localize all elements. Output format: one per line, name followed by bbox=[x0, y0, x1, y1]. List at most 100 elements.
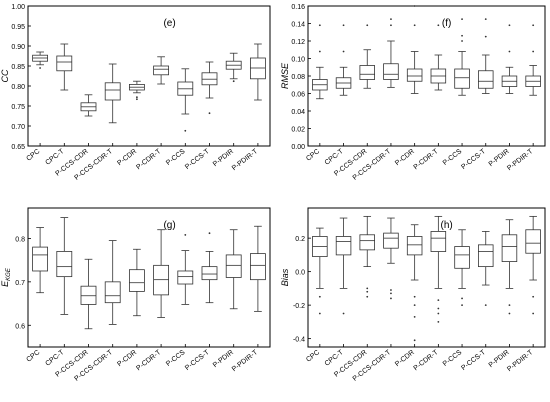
panel-h-outlier bbox=[532, 312, 535, 315]
panel-e-ytick-label: 0.95 bbox=[11, 24, 25, 31]
panel-h-tag: (h) bbox=[441, 220, 453, 231]
panel-h-xtick-label: P-CCS-T bbox=[460, 349, 487, 372]
panel-e-outlier bbox=[232, 80, 235, 83]
panel-f-outlier bbox=[318, 24, 321, 27]
panel-h-box bbox=[454, 246, 470, 269]
panel-h-outlier bbox=[413, 304, 416, 307]
panel-f-outlier bbox=[390, 18, 392, 21]
panel-h-ytick-label: -0.2 bbox=[293, 303, 305, 310]
panel-e-tag: (e) bbox=[163, 18, 175, 29]
panel-g-box bbox=[56, 251, 73, 278]
panel-e-ylabel: CC bbox=[0, 69, 10, 82]
panel-h-xtick-label: P-PDIR-T bbox=[506, 349, 535, 374]
panel-f-ytick-label: 0.04 bbox=[291, 109, 305, 116]
panel-f-xtick-label: P-CDR bbox=[394, 148, 416, 167]
panel-f-xtick-label: P-CCS-T bbox=[460, 148, 487, 171]
panel-h-outlier bbox=[318, 295, 321, 298]
panel-h-outlier bbox=[413, 295, 416, 298]
panel-f-box bbox=[454, 68, 470, 89]
panel-h-outlier bbox=[390, 297, 392, 300]
panel-f-outlier bbox=[413, 5, 416, 7]
panel-f-xtick-label: CPC-T bbox=[324, 148, 346, 167]
panel-f-box bbox=[406, 68, 423, 82]
panel-g-box bbox=[225, 254, 242, 278]
panel-f-outlier bbox=[532, 24, 535, 27]
panel-f-outlier bbox=[484, 18, 487, 21]
panel-e-frame bbox=[27, 5, 271, 147]
panel-h-box bbox=[335, 236, 352, 256]
panel-h-xtick-label: P-CDR-T bbox=[413, 349, 441, 373]
panel-g-xtick-label: CPC bbox=[25, 349, 41, 364]
panel-e-ytick-label: 0.75 bbox=[11, 104, 25, 111]
panel-f-outlier bbox=[532, 50, 535, 53]
panel-g-box bbox=[80, 285, 97, 305]
panel-h-outlier bbox=[437, 299, 440, 302]
panel-e-xtick-label: P-PDIR-T bbox=[231, 148, 260, 173]
panel-f-outlier bbox=[461, 40, 463, 42]
panel-h-outlier bbox=[437, 320, 440, 323]
panel-f-xtick-label: P-CCS bbox=[442, 148, 464, 167]
panel-f-ytick-label: 0.06 bbox=[291, 92, 305, 99]
panel-e-box bbox=[153, 65, 170, 76]
panel-f-ytick-label: 0.16 bbox=[291, 4, 305, 11]
panel-g-xtick-label: P-CCS-T bbox=[184, 349, 211, 372]
panel-e-outlier bbox=[136, 96, 138, 99]
panel-g-box bbox=[201, 266, 218, 281]
panel-g-ytick-label: 0.8 bbox=[15, 236, 25, 243]
panel-g-frame bbox=[27, 207, 271, 348]
panel-h-ytick-label: 0.2 bbox=[295, 236, 305, 243]
panel-g-outlier bbox=[208, 232, 211, 235]
panel-e-ytick-label: 0.85 bbox=[11, 64, 25, 71]
panel-h-box bbox=[501, 234, 518, 262]
panel-f-outlier bbox=[437, 24, 440, 27]
panel-f-outlier bbox=[413, 24, 416, 27]
panel-f-ylabel: RMSE bbox=[280, 62, 290, 89]
panel-f-tag: (f) bbox=[442, 18, 451, 29]
panel-f-box bbox=[478, 70, 494, 89]
panel-h-ylabel: Bias bbox=[280, 268, 290, 286]
panel-f-ytick-label: 0.08 bbox=[291, 74, 305, 81]
panel-g-xtick-label: CPC-T bbox=[44, 349, 66, 368]
panel-h-outlier bbox=[342, 312, 345, 315]
panel-g-xtick-label: P-PDIR-T bbox=[231, 349, 260, 374]
panel-h-box bbox=[430, 231, 447, 252]
panel-g-box bbox=[32, 246, 49, 272]
panel-g-xtick-label: P-CCS bbox=[165, 349, 187, 368]
panel-h-outlier bbox=[437, 312, 440, 315]
panel-e-box bbox=[104, 82, 121, 101]
panel-h-outlier bbox=[461, 304, 463, 307]
panel-h-outlier bbox=[532, 295, 535, 298]
panel-h-outlier bbox=[413, 339, 416, 342]
panel-h-outlier bbox=[484, 304, 487, 307]
panel-e-xtick-label: CPC bbox=[25, 148, 41, 163]
panel-h-outlier bbox=[437, 307, 440, 310]
panel-e-xtick-label: P-CDR bbox=[116, 148, 138, 167]
panel-e-outlier bbox=[136, 98, 138, 101]
panel-h-outlier bbox=[366, 287, 369, 290]
panel-f-outlier bbox=[318, 50, 321, 53]
panel-h-box bbox=[525, 229, 541, 254]
panel-f-box bbox=[383, 63, 399, 80]
panel-f-outlier bbox=[342, 50, 345, 53]
panel-f-outlier bbox=[366, 24, 369, 27]
panel-h-box bbox=[383, 232, 399, 249]
panel-e-ytick-label: 0.90 bbox=[11, 44, 25, 51]
panel-h-box bbox=[359, 234, 375, 251]
panel-e-ytick-label: 0.80 bbox=[11, 84, 25, 91]
panel-h-xtick-label: P-CCS bbox=[442, 349, 464, 368]
panel-h-outlier bbox=[461, 297, 463, 300]
panel-g-ytick-label: 0.7 bbox=[15, 280, 25, 287]
panel-h-xtick-label: CPC-T bbox=[324, 349, 346, 368]
panel-h-outlier bbox=[508, 304, 511, 307]
panel-f-ytick-label: 0.02 bbox=[291, 127, 305, 134]
panel-g-tag: (g) bbox=[163, 220, 175, 231]
panel-e-ytick-label: 0.65 bbox=[11, 144, 25, 151]
panel-e-ytick-label: 0.70 bbox=[11, 124, 25, 131]
panel-f-outlier bbox=[508, 50, 511, 53]
panel-e-ytick-label: 1.00 bbox=[11, 4, 25, 11]
panel-g-box bbox=[249, 253, 266, 281]
panel-f-xtick-label: P-CDR-T bbox=[413, 148, 441, 172]
panel-g-xtick-label: P-CDR bbox=[116, 349, 138, 368]
panel-f-ytick-label: 0.12 bbox=[291, 39, 305, 46]
